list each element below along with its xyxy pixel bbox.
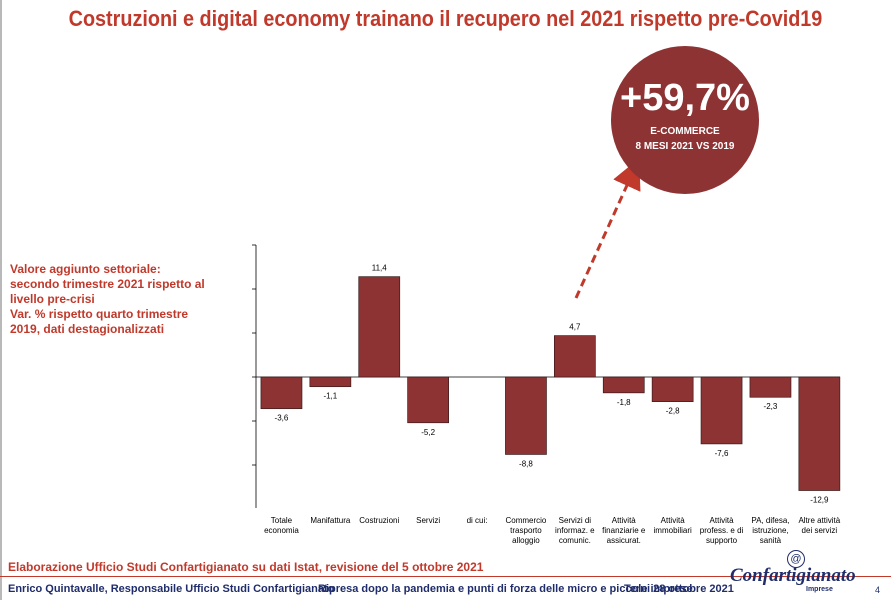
footer-date: Terni 28 ottobre 2021 (624, 583, 734, 595)
bar (651, 376, 694, 402)
page-title: Costruzioni e digital economy trainano i… (68, 6, 823, 31)
footer-divider (0, 576, 891, 577)
bar-value-label: -5,2 (421, 428, 435, 437)
category-label: Attività finanziarie e assicurat. (602, 516, 646, 545)
bar (602, 376, 645, 394)
bar-value-label: 11,4 (372, 264, 388, 273)
category-label: di cui: (467, 516, 488, 525)
ecommerce-label: E-COMMERCE (650, 126, 720, 137)
category-label: Servizi (416, 516, 440, 525)
ecommerce-period: 8 MESI 2021 VS 2019 (635, 141, 735, 152)
logo-name: Confartigianato (730, 565, 856, 586)
category-label: PA, difesa, istruzione, sanità (751, 516, 789, 545)
footer-subject: Ripresa dopo la pandemia e punti di forz… (318, 583, 693, 595)
logo-at-icon: @ (787, 550, 805, 568)
bar (553, 335, 596, 378)
source-credit: Elaborazione Ufficio Studi Confartigiana… (8, 560, 484, 574)
bar-value-label: -3,6 (275, 414, 289, 423)
bar-value-label: -7,6 (715, 449, 729, 458)
category-label: Servizi di informaz. e comunic. (555, 516, 595, 545)
description-line-2: Var. % rispetto quarto trimestre 2019, d… (10, 307, 189, 336)
category-label: Totale economia (264, 516, 299, 535)
category-label: Altre attività dei servizi (798, 516, 840, 535)
bar-value-label: -1,1 (323, 392, 337, 401)
category-label: Costruzioni (359, 516, 399, 525)
ecommerce-arrow (574, 158, 641, 299)
page-number: 4 (875, 585, 881, 595)
category-label: Attività profess. e di supporto (700, 516, 744, 545)
left-border-rule (0, 0, 2, 600)
bar-value-label: -1,8 (617, 398, 631, 407)
bar-value-label: 4,7 (569, 323, 581, 332)
chart-description: Valore aggiunto settoriale: secondo trim… (10, 262, 210, 337)
bar-value-label: -8,8 (519, 459, 533, 468)
ecommerce-highlight-bubble: +59,7% E-COMMERCE 8 MESI 2021 VS 2019 (611, 46, 759, 194)
bar-value-label: -2,8 (666, 407, 680, 416)
bar (700, 376, 743, 445)
bar (749, 376, 792, 398)
bar (309, 376, 352, 388)
category-label: Commercio trasporto alloggio (505, 516, 546, 545)
bar (505, 376, 547, 455)
description-line-1: Valore aggiunto settoriale: secondo trim… (10, 262, 205, 306)
bar (798, 376, 841, 491)
logo-subtitle: Imprese (806, 586, 833, 593)
bar (358, 276, 401, 378)
bar-value-label: -12,9 (810, 496, 829, 505)
confartigianato-logo: @ Confartigianato Imprese (730, 548, 860, 596)
bar-value-label: -2,3 (764, 402, 778, 411)
footer-author: Enrico Quintavalle, Responsabile Ufficio… (8, 583, 335, 595)
category-label: Manifattura (310, 516, 351, 525)
bar (260, 376, 303, 410)
bar (407, 376, 449, 424)
category-label: Attività immobiliari (654, 516, 692, 535)
ecommerce-growth-value: +59,7% (620, 77, 750, 119)
